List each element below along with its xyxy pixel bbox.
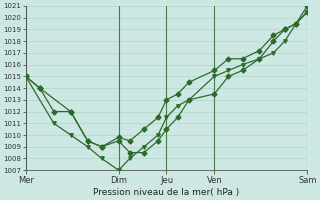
- X-axis label: Pression niveau de la mer( hPa ): Pression niveau de la mer( hPa ): [93, 188, 240, 197]
